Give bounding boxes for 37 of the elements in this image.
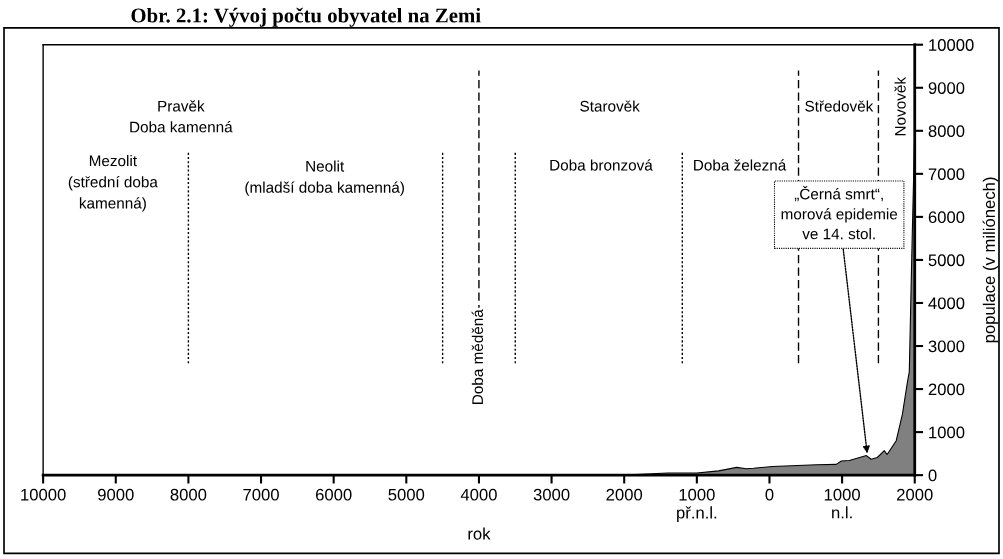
annotation: Doba bronzová [550,159,653,171]
y-tick-label: 0 [928,469,937,482]
y-tick-label: 3000 [928,340,965,353]
x-tick-label: 5000 [388,488,425,501]
x-tick-label: 1000 př.n.l. [677,488,717,522]
annotation: Starověk [580,100,640,112]
annotation: Doba měděná [471,309,484,404]
x-tick-label: 1000 n.l. [824,488,860,519]
x-tick-label: 6000 [315,488,352,501]
y-tick-label: 5000 [928,254,965,267]
x-tick-label: 8000 [170,488,207,501]
x-tick-label: 7000 [243,488,279,501]
x-tick-label: 3000 [533,488,570,501]
annotation: Středověk [805,100,874,112]
annotation: Neolit (mladší doba kamenná) [245,160,404,196]
x-tick-label: 2000 [897,488,933,501]
y-tick-label: 4000 [928,297,965,310]
y-tick-label: 2000 [928,383,965,396]
x-tick-label: 4000 [460,488,497,501]
y-tick-label: 6000 [928,211,965,224]
y-tick-label: 1000 [929,426,965,439]
y-tick-label: 9000 [928,82,965,94]
annotation: Novověk [894,76,906,136]
chart-title: Obr. 2.1: Vývoj počtu obyvatel na Zemi [131,7,481,27]
y-tick-label: 10000 [929,39,974,51]
annotation: Pravěk Doba kamenná [130,100,233,133]
annotation: Doba železná [694,159,787,171]
x-tick-label: 10000 [21,488,66,501]
y-tick-label: 8000 [928,125,965,138]
x-axis-title: rok [468,527,491,540]
x-tick-label: 9000 [98,488,134,501]
annotation: Mezolit (střední doba kamenná) [68,155,158,212]
y2-axis-title: populace (v miliónech) [982,177,999,343]
y-tick-label: 7000 [928,168,965,181]
annotation: „Černá smrt“, morová epidemie ve 14. stol. [781,185,898,240]
x-tick-label: 0 [765,488,774,501]
x-tick-label: 2000 [606,488,643,501]
